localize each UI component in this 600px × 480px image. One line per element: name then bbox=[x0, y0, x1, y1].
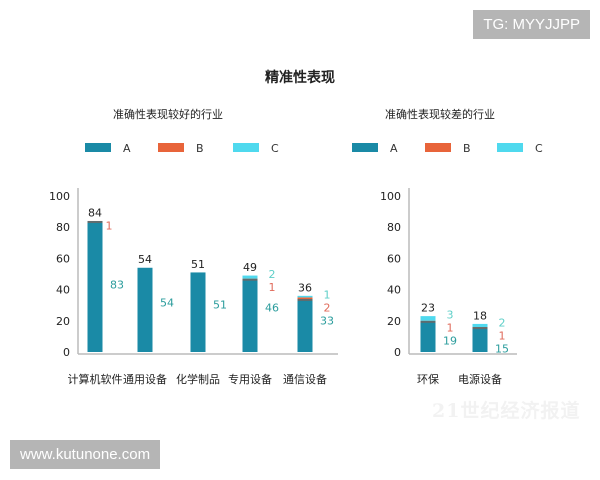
total-label: 18 bbox=[473, 309, 487, 322]
legend-label-B: B bbox=[463, 142, 471, 155]
value-label-A: 33 bbox=[320, 314, 334, 327]
total-label: 36 bbox=[298, 281, 312, 294]
y-tick-label: 100 bbox=[380, 190, 401, 203]
bar-segment-A bbox=[297, 300, 313, 352]
value-label-A: 19 bbox=[443, 335, 457, 348]
bar-segment-C bbox=[420, 316, 436, 321]
value-label-C: 3 bbox=[447, 309, 454, 322]
bar-segment-A bbox=[420, 322, 436, 352]
category-label: 通信设备 bbox=[283, 372, 327, 386]
bar-divider bbox=[420, 320, 436, 323]
category-label: 化学制品 bbox=[176, 372, 220, 386]
subchart-title: 准确性表现较好的行业 bbox=[113, 107, 223, 121]
bar-segment-B bbox=[297, 297, 313, 301]
subchart-title: 准确性表现较差的行业 bbox=[385, 107, 495, 121]
website-footer: www.kutunone.com bbox=[10, 440, 161, 469]
bar-segment-C bbox=[242, 275, 258, 279]
bar-segment-A bbox=[242, 280, 258, 352]
value-label-C: 2 bbox=[499, 316, 506, 329]
value-label-B: 1 bbox=[269, 281, 276, 294]
legend-label-A: A bbox=[390, 142, 398, 155]
value-label-A: 46 bbox=[265, 302, 279, 315]
value-label-B: 2 bbox=[324, 301, 331, 314]
watermark-logo: 21世纪经济报道 bbox=[432, 400, 581, 422]
category-label: 环保 bbox=[417, 372, 439, 386]
value-label-A: 15 bbox=[495, 342, 509, 355]
legend-swatch-C bbox=[497, 143, 523, 152]
category-label: 电源设备 bbox=[458, 372, 502, 386]
bar-segment-A bbox=[137, 267, 153, 352]
bar-segment-C bbox=[472, 323, 488, 328]
bar-segment-A bbox=[472, 328, 488, 352]
value-label-B: 1 bbox=[499, 329, 506, 342]
category-label: 通用设备 bbox=[123, 372, 167, 386]
y-tick-label: 40 bbox=[56, 284, 70, 297]
y-tick-label: 80 bbox=[56, 221, 70, 234]
legend-label-C: C bbox=[535, 142, 543, 155]
total-label: 49 bbox=[243, 261, 257, 274]
bar-divider bbox=[297, 299, 313, 302]
value-label-A: 51 bbox=[213, 299, 227, 312]
legend-label-A: A bbox=[123, 142, 131, 155]
value-label-B: 1 bbox=[447, 322, 454, 335]
bar-segment-A bbox=[190, 272, 206, 352]
chart-title: 精准性表现 bbox=[265, 69, 335, 86]
bar-divider bbox=[242, 278, 258, 281]
bar-segment-A bbox=[87, 222, 103, 352]
bar-segment-C bbox=[297, 295, 313, 298]
category-label: 计算机软件 bbox=[68, 372, 123, 386]
telegram-badge: TG: MYYJJPP bbox=[473, 10, 590, 39]
legend-label-C: C bbox=[271, 142, 279, 155]
legend-swatch-A bbox=[85, 143, 111, 152]
total-label: 54 bbox=[138, 253, 152, 266]
value-label-A: 54 bbox=[160, 297, 174, 310]
y-tick-label: 0 bbox=[394, 346, 401, 359]
legend-swatch-B bbox=[158, 143, 184, 152]
total-label: 84 bbox=[88, 206, 102, 219]
value-label-C: 2 bbox=[269, 268, 276, 281]
y-tick-label: 0 bbox=[63, 346, 70, 359]
y-tick-label: 100 bbox=[49, 190, 70, 203]
y-tick-label: 60 bbox=[56, 252, 70, 265]
y-tick-label: 80 bbox=[387, 221, 401, 234]
value-label-A: 83 bbox=[110, 279, 124, 292]
total-label: 51 bbox=[191, 258, 205, 271]
total-label: 23 bbox=[421, 302, 435, 315]
bar-divider bbox=[472, 327, 488, 330]
y-tick-label: 60 bbox=[387, 252, 401, 265]
y-tick-label: 40 bbox=[387, 284, 401, 297]
legend-swatch-B bbox=[425, 143, 451, 152]
legend-swatch-C bbox=[233, 143, 259, 152]
value-label-C: 1 bbox=[324, 288, 331, 301]
category-label: 专用设备 bbox=[228, 372, 272, 386]
bar-divider bbox=[87, 221, 103, 224]
value-label-B: 1 bbox=[106, 219, 113, 232]
y-tick-label: 20 bbox=[387, 315, 401, 328]
y-tick-label: 20 bbox=[56, 315, 70, 328]
legend-swatch-A bbox=[352, 143, 378, 152]
legend-label-B: B bbox=[196, 142, 204, 155]
